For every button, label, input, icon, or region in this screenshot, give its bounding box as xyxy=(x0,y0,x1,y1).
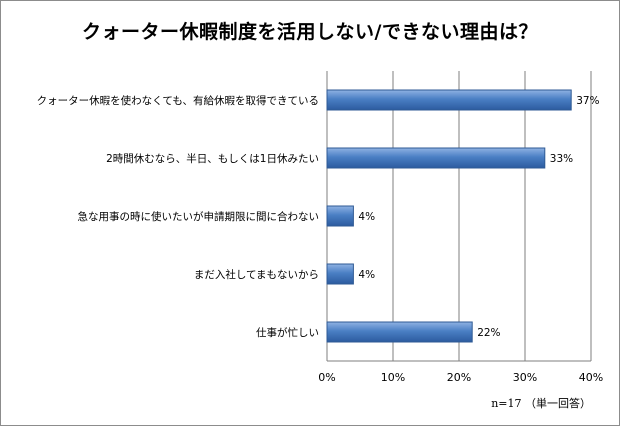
x-tick-label: 10% xyxy=(381,371,405,384)
bar xyxy=(326,205,354,227)
sample-size-note: n=17 （単一回答） xyxy=(491,397,591,410)
chart-title: クォーター休暇制度を活用しない/できない理由は？ xyxy=(82,21,538,43)
value-label: 22% xyxy=(477,327,500,339)
category-label: 2時間休むなら、半日、もしくは1日休みたい xyxy=(106,152,319,165)
bar xyxy=(326,89,572,111)
value-label: 4% xyxy=(358,211,375,223)
x-tick-label: 0% xyxy=(318,371,335,384)
category-label: 急な用事の時に使いたいが申請期限に間に合わない xyxy=(78,210,320,223)
x-tick-label: 40% xyxy=(579,371,603,384)
bar xyxy=(326,321,473,343)
category-label: 仕事が忙しい xyxy=(256,326,319,339)
value-label: 37% xyxy=(576,95,599,107)
category-label: クォーター休暇を使わなくても、有給休暇を取得できている xyxy=(37,94,319,107)
value-label: 4% xyxy=(358,269,375,281)
x-tick-label: 30% xyxy=(513,371,537,384)
x-tick-label: 20% xyxy=(447,371,471,384)
bar xyxy=(326,263,354,285)
category-label: まだ入社してまもないから xyxy=(194,268,319,281)
value-label: 33% xyxy=(550,153,573,165)
bar xyxy=(326,147,546,169)
